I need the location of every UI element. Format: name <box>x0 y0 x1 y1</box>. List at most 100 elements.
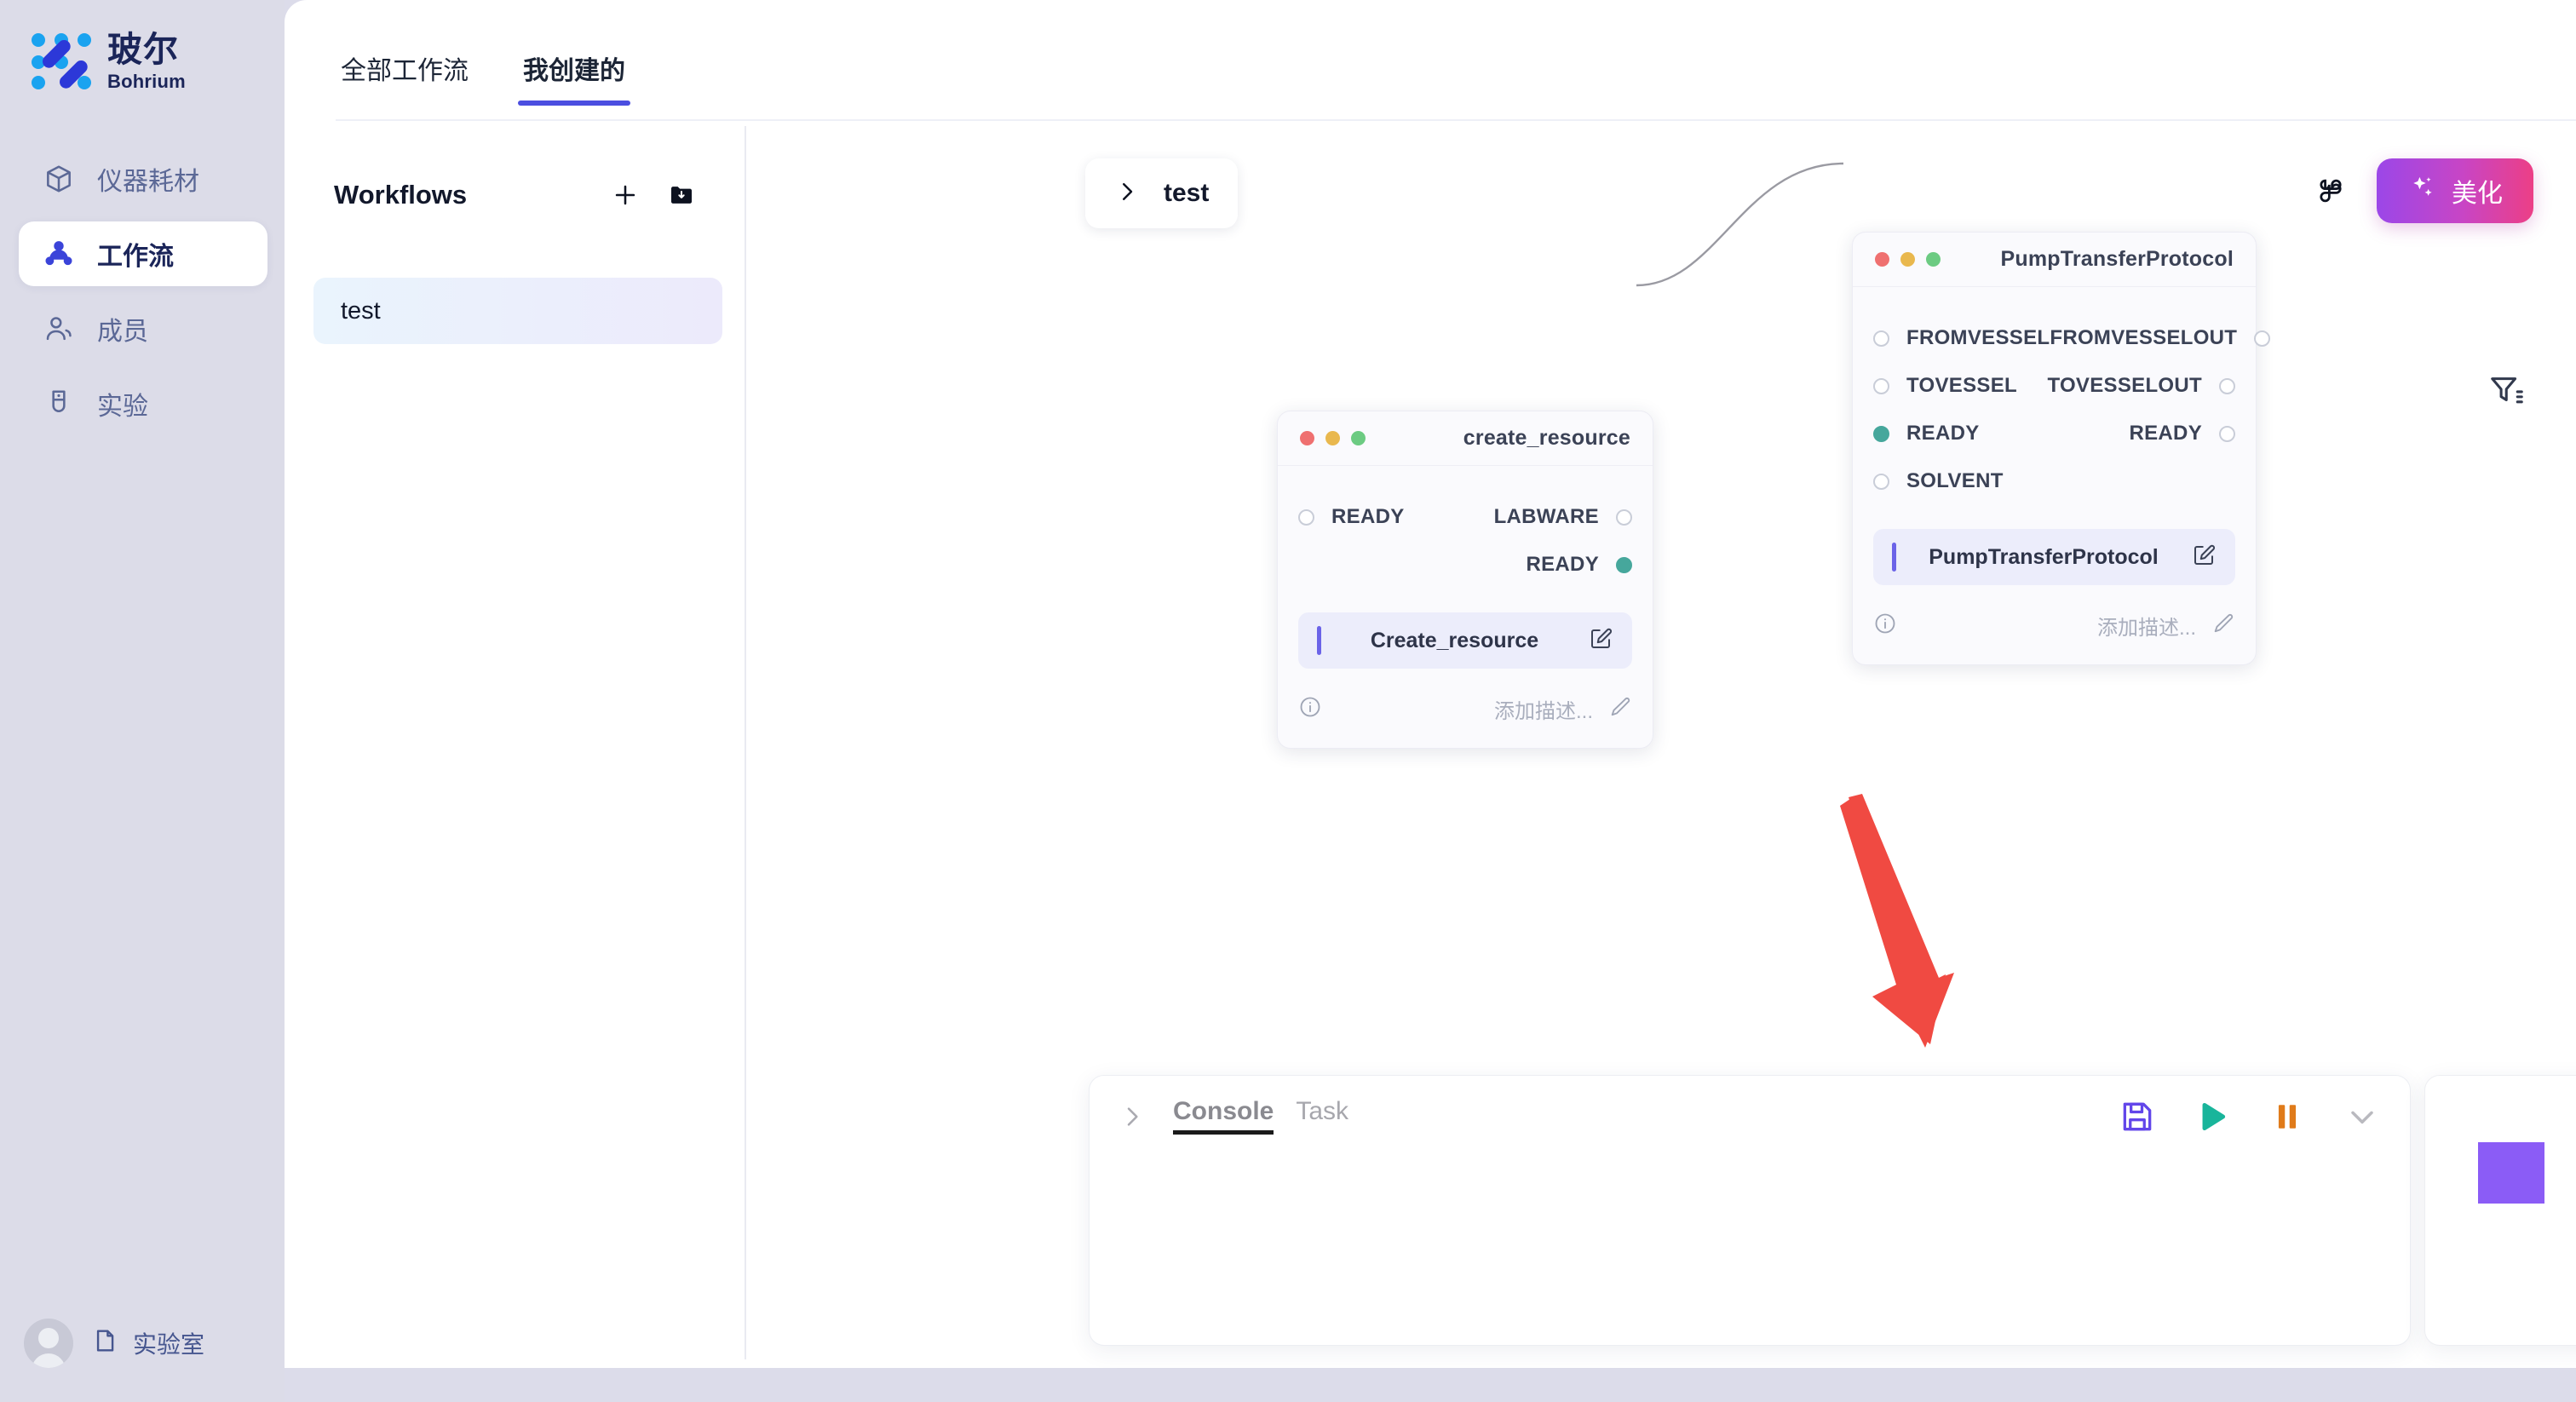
node-output-port[interactable]: READY <box>2129 422 2235 445</box>
tab-label: 全部工作流 <box>341 57 469 85</box>
chip-accent-bar <box>1317 626 1321 655</box>
port-handle-icon[interactable] <box>1873 377 1889 394</box>
node-action-chip[interactable]: Create_resource <box>1298 612 1632 669</box>
sidebar-item-members[interactable]: 成员 <box>19 296 267 361</box>
chevron-right-icon[interactable] <box>1118 1103 1151 1130</box>
console-panel: Console Task <box>1089 1075 2411 1346</box>
pause-icon[interactable] <box>2268 1098 2306 1135</box>
workflows-title: Workflows <box>334 180 468 210</box>
port-label: READY <box>2129 422 2202 445</box>
window-dots <box>1300 431 1366 445</box>
pencil-icon[interactable] <box>1608 695 1632 723</box>
port-handle-icon[interactable] <box>1873 425 1889 442</box>
sidebar-item-workflow[interactable]: 工作流 <box>19 221 267 286</box>
sidebar-item-experiment[interactable]: 实验 <box>19 371 267 436</box>
node-footer: 添加描述... <box>1853 585 2256 646</box>
node-input-port[interactable]: TOVESSEL <box>1873 374 2017 398</box>
workflow-node-create-resource[interactable]: create_resource READY LABWARE <box>1277 411 1653 749</box>
port-label: LABWARE <box>1493 505 1599 528</box>
pencil-icon[interactable] <box>2211 612 2235 640</box>
beautify-button[interactable]: 美化 <box>2377 158 2533 223</box>
sparkles-icon <box>2407 173 2436 209</box>
import-workflow-button[interactable] <box>654 172 709 218</box>
node-input-port[interactable]: SOLVENT <box>1873 469 2004 493</box>
workflow-list-item-test[interactable]: test <box>313 278 722 344</box>
sidebar-item-label: 工作流 <box>97 243 174 271</box>
node-description-placeholder[interactable]: 添加描述... <box>2096 617 2196 640</box>
panel-divider <box>745 126 746 1359</box>
breadcrumb[interactable]: test <box>1085 158 1239 228</box>
node-header[interactable]: create_resource <box>1278 411 1653 466</box>
tab-label: 我创建的 <box>523 57 625 85</box>
node-body: READY LABWARE READY <box>1278 466 1653 748</box>
chevron-down-icon[interactable] <box>2343 1098 2381 1135</box>
window-dot-yellow[interactable] <box>1900 252 1915 267</box>
port-handle-icon[interactable] <box>1616 556 1632 573</box>
port-label: READY <box>1526 553 1599 576</box>
window-dot-green[interactable] <box>1926 252 1941 267</box>
node-output-port[interactable]: LABWARE <box>1494 505 1632 529</box>
port-handle-icon[interactable] <box>2219 425 2235 442</box>
port-handle-icon[interactable] <box>1298 509 1314 526</box>
window-dot-red[interactable] <box>1300 431 1314 445</box>
tab-task[interactable]: Task <box>1296 1097 1348 1136</box>
port-label: READY <box>1906 422 1980 445</box>
lab-switcher[interactable]: 实验室 <box>92 1326 204 1361</box>
filter-icon[interactable] <box>2487 371 2527 411</box>
node-input-port[interactable]: READY <box>1298 505 1405 529</box>
port-label: FROMVESSELOUT <box>2050 326 2238 349</box>
node-output-port[interactable]: READY <box>1526 553 1632 577</box>
window-dot-yellow[interactable] <box>1325 431 1340 445</box>
tab-my-workflows[interactable]: 我创建的 <box>518 41 630 106</box>
console-tools <box>2119 1098 2381 1135</box>
avatar[interactable] <box>24 1319 73 1368</box>
sidebar-item-instruments[interactable]: 仪器耗材 <box>19 147 267 211</box>
lab-building-icon <box>92 1326 121 1361</box>
workflow-node-pump-transfer-protocol[interactable]: PumpTransferProtocol FROMVESSEL FROMVESS… <box>1852 232 2271 665</box>
port-handle-icon[interactable] <box>1616 509 1632 526</box>
window-dots <box>1875 252 1941 267</box>
port-label: TOVESSELOUT <box>2047 374 2202 397</box>
node-action-chip[interactable]: PumpTransferProtocol <box>1873 529 2235 585</box>
main-panel: 全部工作流 我创建的 Workflows <box>285 0 2576 1368</box>
port-label: TOVESSEL <box>1906 374 2017 397</box>
node-input-port[interactable]: READY <box>1873 422 1980 445</box>
node-port-row: FROMVESSEL FROMVESSELOUT <box>1853 314 2271 362</box>
edit-square-icon[interactable] <box>2191 543 2217 572</box>
node-body: FROMVESSEL FROMVESSELOUT TOVESSEL <box>1853 287 2271 664</box>
info-icon[interactable] <box>1298 695 1322 723</box>
port-label: FROMVESSEL <box>1906 326 2050 349</box>
port-handle-icon[interactable] <box>1873 330 1889 347</box>
console-output[interactable] <box>1090 1158 2410 1336</box>
add-workflow-button[interactable] <box>598 172 653 218</box>
chip-accent-bar <box>1892 543 1896 572</box>
node-input-port[interactable]: FROMVESSEL <box>1873 326 2050 350</box>
node-header[interactable]: PumpTransferProtocol <box>1853 233 2256 287</box>
minimap-node-box[interactable] <box>2478 1142 2544 1204</box>
tab-console[interactable]: Console <box>1173 1097 1274 1136</box>
command-grid-icon[interactable] <box>2310 170 2351 211</box>
lab-label: 实验室 <box>133 1331 205 1358</box>
save-icon[interactable] <box>2119 1098 2156 1135</box>
window-dot-green[interactable] <box>1351 431 1366 445</box>
workflow-tabs: 全部工作流 我创建的 <box>336 41 630 106</box>
play-icon[interactable] <box>2194 1098 2231 1135</box>
canvas-minimap[interactable] <box>2424 1075 2576 1346</box>
port-handle-icon[interactable] <box>1873 473 1889 490</box>
beautify-label: 美化 <box>2452 180 2503 208</box>
node-description-placeholder[interactable]: 添加描述... <box>1493 700 1593 723</box>
tab-all-workflows[interactable]: 全部工作流 <box>336 41 474 106</box>
brand-logo-block[interactable]: 玻尔 Bohrium <box>29 29 186 94</box>
port-handle-icon[interactable] <box>2219 377 2235 394</box>
node-output-port[interactable]: FROMVESSELOUT <box>2050 326 2271 350</box>
node-output-port[interactable]: TOVESSELOUT <box>2047 374 2235 398</box>
info-icon[interactable] <box>1873 612 1897 640</box>
sidebar-item-label: 仪器耗材 <box>97 168 199 196</box>
workflows-actions <box>598 172 709 218</box>
bohrium-logo-icon <box>29 29 94 94</box>
port-handle-icon[interactable] <box>2254 330 2271 347</box>
breadcrumb-label: test <box>1164 179 1210 207</box>
edit-square-icon[interactable] <box>1588 626 1613 656</box>
window-dot-red[interactable] <box>1875 252 1889 267</box>
workflows-header: Workflows <box>334 172 709 218</box>
